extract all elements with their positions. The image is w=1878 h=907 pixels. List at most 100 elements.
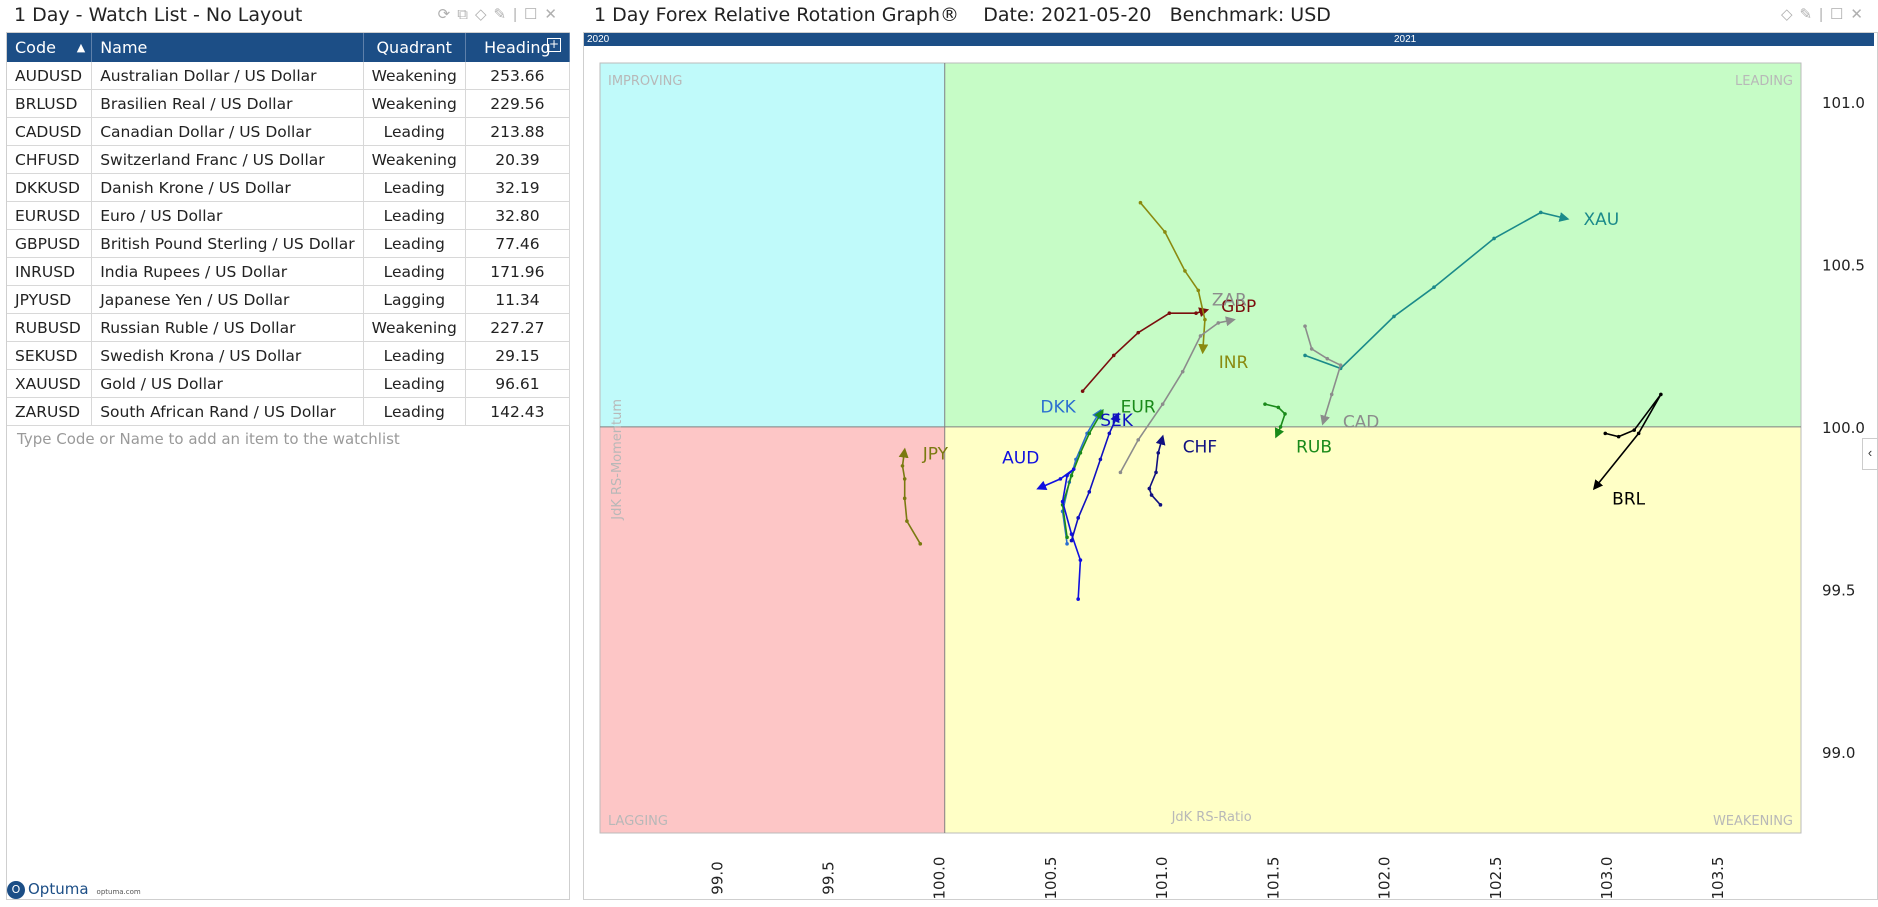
table-row[interactable]: XAUUSD Gold / US Dollar Leading 96.61 (7, 369, 571, 398)
series-label-cad[interactable]: CAD (1343, 413, 1380, 433)
table-row[interactable]: INRUSD India Rupees / US Dollar Leading 171… (7, 257, 571, 286)
rrg-title-bar: 1 Day Forex Relative Rotation Graph® Dat… (580, 0, 1878, 30)
tail-point-jpy (905, 519, 909, 523)
table-row[interactable]: ZARUSD South African Rand / US Dollar Lead… (7, 397, 571, 426)
cell-name: Gold / US Dollar (91, 369, 364, 398)
tail-aud[interactable] (1036, 468, 1082, 600)
watchlist-title: 1 Day - Watch List - No Layout (14, 4, 303, 26)
cell-heading: 96.61 (465, 369, 571, 398)
diamond-icon[interactable]: ◇ (474, 6, 494, 23)
tail-inr[interactable] (1139, 202, 1209, 355)
rrg-title: 1 Day Forex Relative Rotation Graph® (594, 4, 960, 26)
tail-point-cad (1338, 363, 1343, 367)
cell-code: BRLUSD (7, 89, 93, 118)
cell-quadrant: Leading (363, 397, 466, 426)
series-label-sek[interactable]: SEK (1100, 411, 1134, 431)
cell-heading: 32.80 (465, 201, 571, 230)
tail-eur[interactable] (1061, 408, 1104, 538)
series-label-aud[interactable]: AUD (1002, 449, 1039, 469)
copy-icon[interactable]: ⧉ (457, 6, 475, 23)
refresh-icon[interactable]: ⟳ (437, 6, 458, 23)
cell-name: Danish Krone / US Dollar (91, 173, 364, 202)
maximize-icon[interactable]: ☐ (1829, 6, 1851, 23)
add-column-icon[interactable]: + (547, 37, 561, 52)
timeline-label-2021: 2021 (1394, 34, 1417, 45)
cell-code: CADUSD (7, 117, 93, 146)
table-row[interactable]: RUBUSD Russian Ruble / US Dollar Weakening… (7, 313, 571, 342)
table-row[interactable]: BRLUSD Brasilien Real / US Dollar Weakenin… (7, 89, 571, 118)
pin-icon[interactable]: ✎ (493, 6, 514, 23)
tail-point-gbp (1136, 330, 1141, 335)
close-icon[interactable]: ✕ (1850, 6, 1870, 23)
timeline-scrollbar[interactable]: 2020 2021 (584, 33, 1874, 46)
tail-point-gbp (1080, 389, 1085, 393)
cell-name: Canadian Dollar / US Dollar (91, 117, 364, 146)
cell-name: India Rupees / US Dollar (91, 257, 364, 286)
table-row[interactable]: EURUSD Euro / US Dollar Leading 32.80 (7, 201, 571, 230)
series-label-dkk[interactable]: DKK (1040, 398, 1076, 418)
tail-cad[interactable] (1304, 325, 1342, 426)
cell-heading: 20.39 (465, 145, 571, 174)
table-row[interactable]: CADUSD Canadian Dollar / US Dollar Leading… (7, 117, 571, 146)
table-row[interactable]: SEKUSD Swedish Krona / US Dollar Leading 29… (7, 341, 571, 370)
cell-quadrant: Lagging (363, 285, 466, 314)
cell-code: CHFUSD (7, 145, 93, 174)
tail-gbp[interactable] (1081, 307, 1210, 392)
sort-asc-icon[interactable]: ▲ (76, 41, 86, 54)
cell-code: SEKUSD (7, 341, 93, 370)
cell-code: RUBUSD (7, 313, 93, 342)
table-row[interactable]: CHFUSD Switzerland Franc / US Dollar Weake… (7, 145, 571, 174)
tail-sek[interactable] (1070, 412, 1120, 541)
divider-icon: | (513, 6, 524, 23)
cell-name: Russian Ruble / US Dollar (91, 313, 364, 342)
maximize-icon[interactable]: ☐ (523, 6, 545, 23)
col-header-code[interactable]: Code ▲ (7, 33, 93, 62)
table-row[interactable]: AUDUSD Australian Dollar / US Dollar Weake… (7, 62, 571, 90)
col-header-heading[interactable]: Heading + (465, 33, 571, 62)
series-label-brl[interactable]: BRL (1612, 490, 1645, 510)
tail-point-chf (1158, 503, 1163, 507)
quadrant-label-leading: LEADING (1735, 74, 1793, 89)
close-icon[interactable]: ✕ (544, 6, 564, 23)
series-label-gbp[interactable]: GBP (1221, 297, 1256, 317)
cell-name: Swedish Krona / US Dollar (91, 341, 364, 370)
quadrant-label-lagging: LAGGING (608, 814, 668, 829)
tail-point-brl (1636, 431, 1641, 436)
diamond-icon[interactable]: ◇ (1780, 6, 1800, 23)
cell-heading: 213.88 (465, 117, 571, 146)
tail-chf[interactable] (1148, 434, 1166, 506)
series-label-xau[interactable]: XAU (1583, 210, 1619, 230)
table-row[interactable]: GBPUSD British Pound Sterling / US Dollar… (7, 229, 571, 258)
col-header-name[interactable]: Name (91, 33, 364, 62)
x-tick-label: 99.5 (820, 861, 838, 894)
tail-jpy[interactable] (898, 447, 921, 545)
series-label-jpy[interactable]: JPY (922, 445, 949, 465)
collapse-panel-chevron-icon[interactable]: ‹ (1862, 438, 1878, 470)
tail-point-eur (1065, 535, 1069, 540)
tail-point-aud (1058, 477, 1063, 481)
series-label-eur[interactable]: EUR (1121, 398, 1156, 418)
tail-brl[interactable] (1592, 393, 1662, 491)
col-header-quadrant[interactable]: Quadrant (363, 33, 466, 62)
series-label-rub[interactable]: RUB (1296, 438, 1332, 458)
cell-heading: 142.43 (465, 397, 571, 426)
tail-point-inr (1138, 200, 1143, 205)
col-header-heading-label: Heading (484, 38, 551, 57)
y-tick-label: 100.0 (1822, 419, 1865, 437)
tail-point-xau (1392, 314, 1396, 319)
add-item-input[interactable]: Type Code or Name to add an item to the … (17, 430, 400, 448)
x-tick-label: 102.0 (1376, 857, 1394, 900)
table-row[interactable]: JPYUSD Japanese Yen / US Dollar Lagging 11.… (7, 285, 571, 314)
x-tick-label: 103.5 (1709, 857, 1727, 900)
cell-quadrant: Leading (363, 341, 466, 370)
series-label-inr[interactable]: INR (1219, 353, 1249, 373)
table-row[interactable]: DKKUSD Danish Krone / US Dollar Leading 32.… (7, 173, 571, 202)
cell-quadrant: Weakening (363, 313, 466, 342)
x-tick-label: 101.5 (1264, 857, 1282, 900)
series-label-zar[interactable]: ZAR (1212, 291, 1247, 311)
pin-icon[interactable]: ✎ (1799, 6, 1820, 23)
rrg-chart[interactable]: IMPROVING LEADING LAGGING WEAKENING JdK RS-R… (580, 46, 1878, 906)
series-label-chf[interactable]: CHF (1183, 438, 1217, 458)
tail-point-brl (1616, 434, 1621, 439)
cell-heading: 11.34 (465, 285, 571, 314)
